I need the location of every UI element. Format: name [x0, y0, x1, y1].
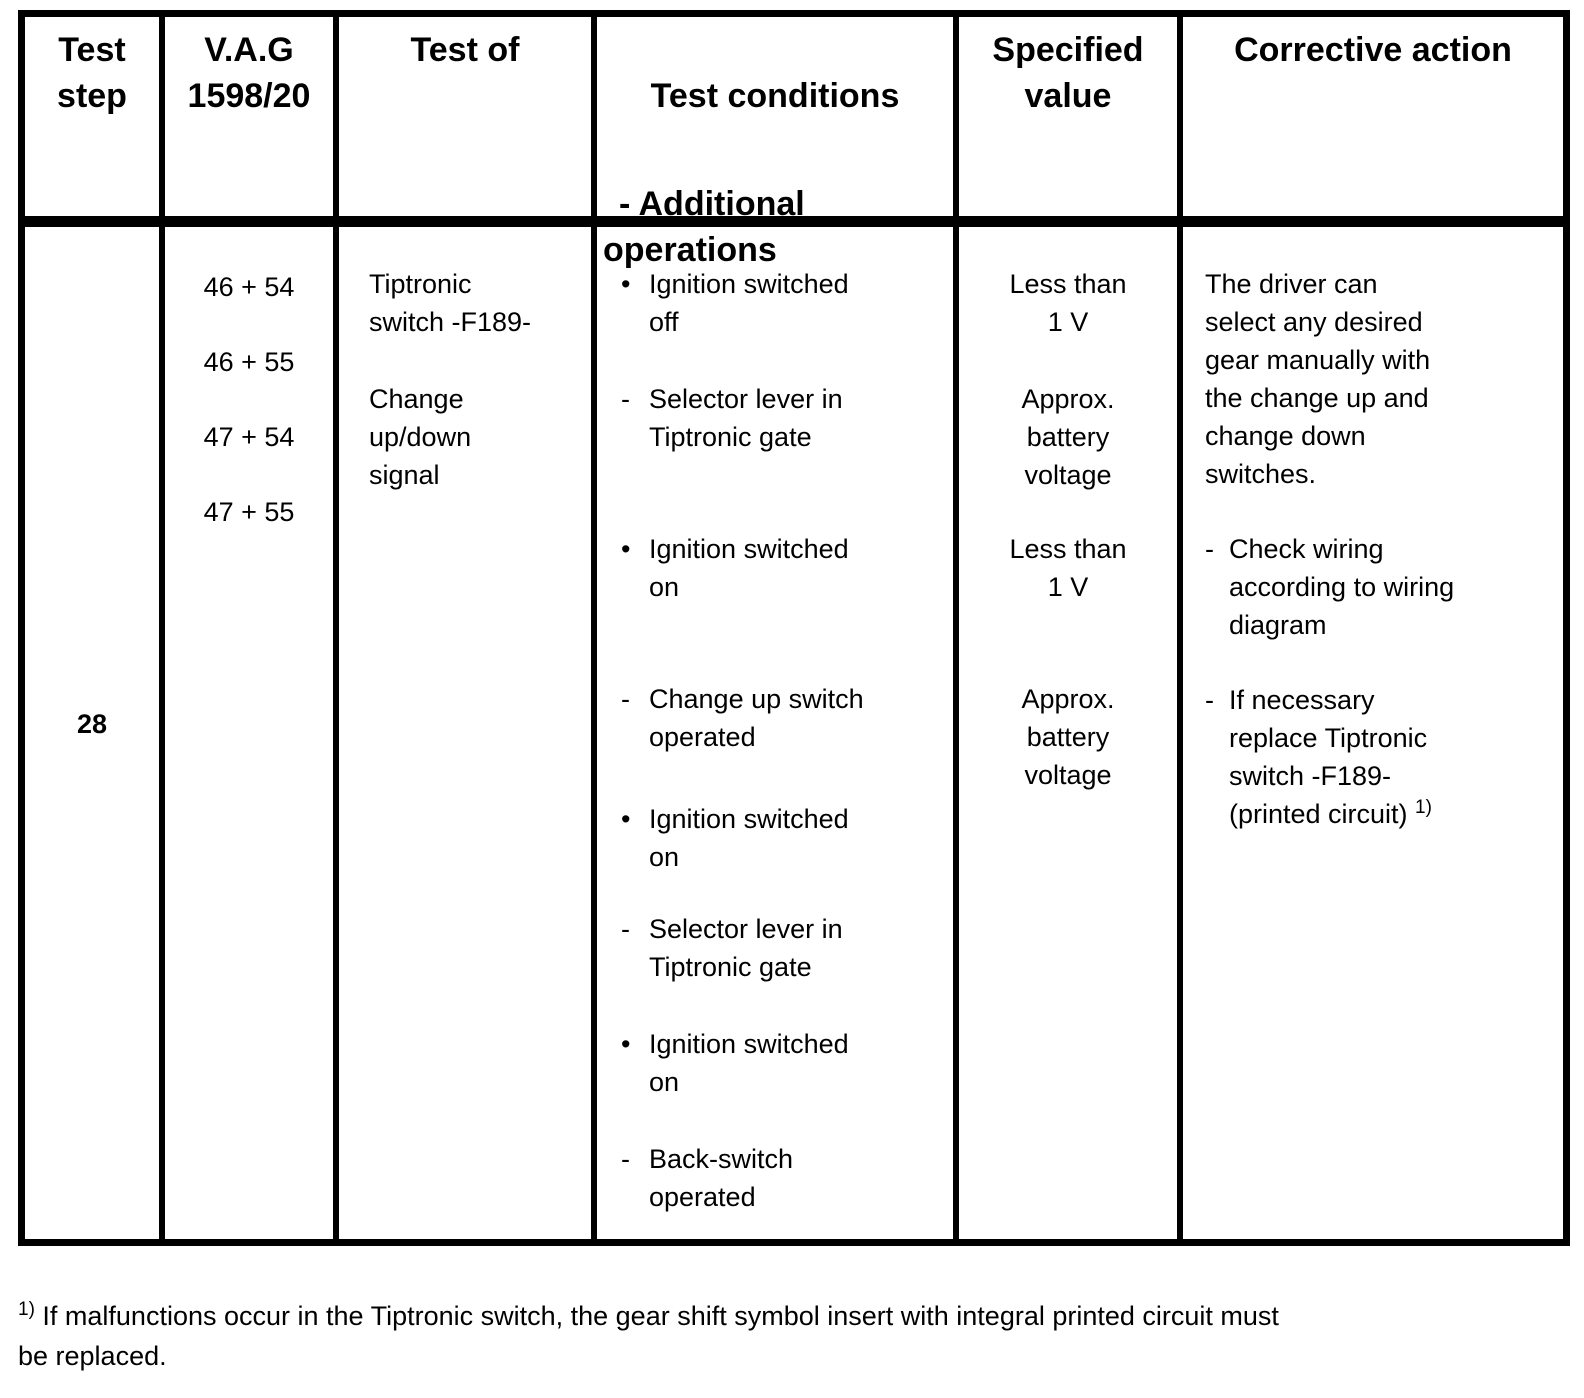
diagnostic-test-table: Test step V.A.G 1598/20 Test of Test con…: [18, 10, 1570, 1246]
condition-text: Selector lever in Tiptronic gate: [649, 914, 843, 982]
header-test-step: Test step: [25, 17, 165, 227]
vag-display-value: 47 + 55: [203, 497, 295, 527]
condition-text: Selector lever in Tiptronic gate: [649, 384, 843, 452]
dash-marker: -: [621, 384, 630, 414]
header-test-of: Test of: [339, 17, 597, 227]
cell-corrective-action: The driver can select any desired gear m…: [1183, 227, 1563, 1239]
header-additional-operations: - Additional operations: [603, 185, 805, 269]
header-test-conditions-title: Test conditions: [650, 77, 900, 115]
header-test-conditions: Test conditions - Additional operations: [597, 17, 959, 269]
cell-specified-value: Less than 1 V Approx. battery voltage Le…: [959, 227, 1183, 1239]
specified-value-item: Less than 1 V: [1009, 534, 1127, 602]
bullet-marker: •: [621, 804, 631, 834]
header-specified-value: Specified value: [959, 17, 1183, 227]
dash-marker: -: [1205, 534, 1214, 564]
corrective-action-text: If necessary replace Tiptronic switch -F…: [1229, 685, 1428, 829]
condition-text: Ignition switched on: [649, 1029, 849, 1097]
vag-display-value: 46 + 54: [203, 272, 295, 302]
condition-item: - Selector lever in Tiptronic gate: [621, 380, 943, 456]
footnote-reference: 1): [1415, 797, 1432, 818]
bullet-marker: •: [621, 1029, 631, 1059]
condition-item: - Selector lever in Tiptronic gate: [621, 910, 943, 986]
condition-item: • Ignition switched on: [621, 530, 943, 606]
dash-marker: -: [621, 684, 630, 714]
test-step-number: 28: [76, 709, 108, 739]
bullet-marker: •: [621, 269, 631, 299]
footnote-marker: 1): [18, 1299, 35, 1320]
corrective-action-intro: The driver can select any desired gear m…: [1205, 269, 1431, 489]
condition-item: • Ignition switched off: [621, 265, 943, 341]
condition-text: Back-switch operated: [649, 1144, 794, 1212]
test-of-item: Change up/down signal: [369, 384, 472, 490]
cell-vag-tester-displays: 46 + 54 46 + 55 47 + 54 47 + 55: [165, 227, 339, 1239]
dash-marker: -: [621, 1144, 630, 1174]
dash-marker: -: [1205, 685, 1214, 715]
specified-value-item: Approx. battery voltage: [1021, 384, 1115, 490]
corrective-action-text: Check wiring according to wiring diagram: [1229, 534, 1455, 640]
vag-display-value: 46 + 55: [203, 347, 295, 377]
dash-marker: -: [621, 914, 630, 944]
condition-item: • Ignition switched on: [621, 800, 943, 876]
condition-text: Ignition switched on: [649, 804, 849, 872]
cell-test-of: Tiptronic switch -F189- Change up/down s…: [339, 227, 597, 1239]
vag-display-value: 47 + 54: [203, 422, 295, 452]
specified-value-item: Less than 1 V: [1009, 269, 1127, 337]
corrective-action-item: - If necessary replace Tiptronic switch …: [1205, 681, 1551, 833]
header-vag-tester: V.A.G 1598/20: [165, 17, 339, 227]
condition-item: - Back-switch operated: [621, 1140, 943, 1216]
bullet-marker: •: [621, 534, 631, 564]
test-of-item: Tiptronic switch -F189-: [369, 269, 532, 337]
specified-value-item: Approx. battery voltage: [1021, 684, 1115, 790]
header-corrective-action: Corrective action: [1183, 17, 1563, 227]
footnote: 1) If malfunctions occur in the Tiptroni…: [18, 1296, 1478, 1376]
footnote-text: If malfunctions occur in the Tiptronic s…: [18, 1301, 1279, 1371]
cell-test-conditions: • Ignition switched off - Selector lever…: [597, 227, 959, 1239]
condition-text: Ignition switched off: [649, 269, 849, 337]
condition-text: Change up switch operated: [649, 684, 864, 752]
condition-item: - Change up switch operated: [621, 680, 943, 756]
condition-text: Ignition switched on: [649, 534, 849, 602]
corrective-action-item: - Check wiring according to wiring diagr…: [1205, 530, 1551, 644]
condition-item: • Ignition switched on: [621, 1025, 943, 1101]
cell-test-step: 28: [25, 227, 165, 1239]
